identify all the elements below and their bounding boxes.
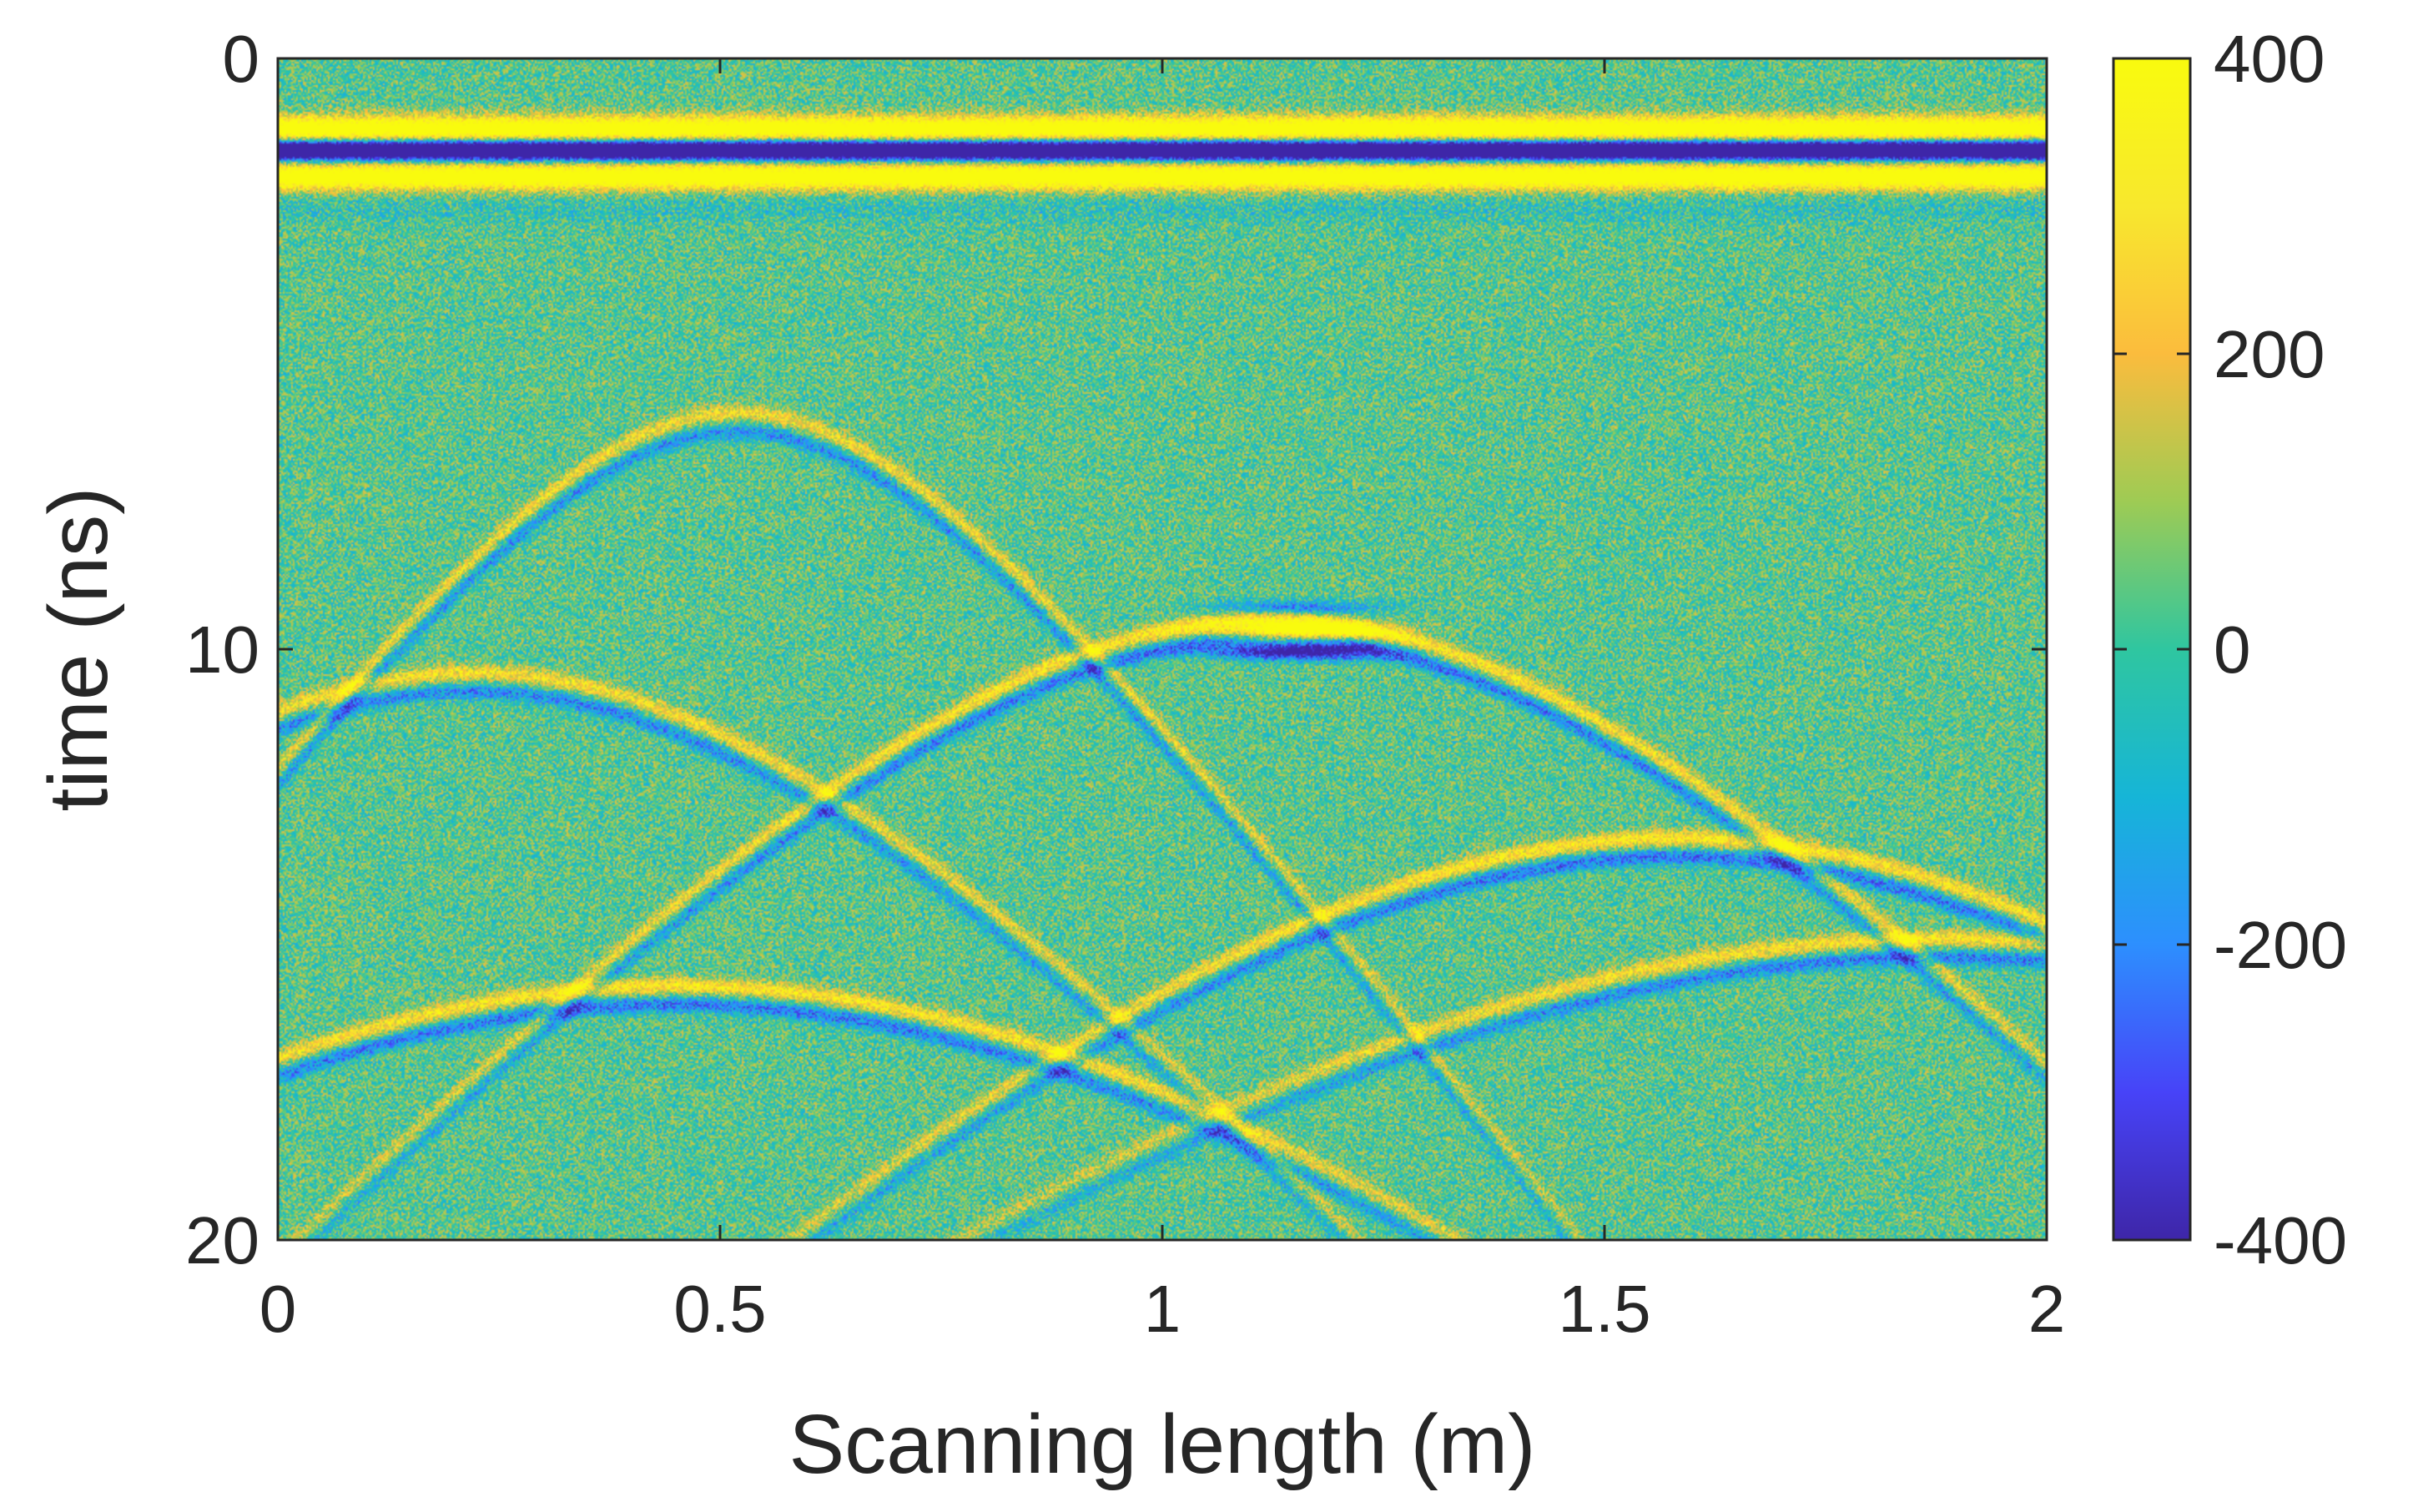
y-tick-label: 20 bbox=[185, 1203, 259, 1278]
colorbar-tick-label: 200 bbox=[2214, 317, 2325, 391]
colorbar-axis: 400 200 0 -200 -400 bbox=[2113, 22, 2347, 1278]
colorbar-tick-label: 400 bbox=[2214, 22, 2325, 96]
y-axis-title: time (ns) bbox=[32, 487, 125, 812]
heatmap-plot-area-container bbox=[278, 58, 2047, 1240]
y-axis: 0 10 20 bbox=[185, 22, 2047, 1278]
y-tick-label: 10 bbox=[185, 612, 259, 687]
x-tick-label: 1.5 bbox=[1558, 1272, 1650, 1346]
x-tick-label: 2 bbox=[2028, 1272, 2066, 1346]
x-tick-label: 0 bbox=[259, 1272, 297, 1346]
x-axis-title: Scanning length (m) bbox=[789, 1398, 1536, 1491]
x-tick-label: 1 bbox=[1144, 1272, 1181, 1346]
x-tick-label: 0.5 bbox=[673, 1272, 766, 1346]
y-tick-label: 0 bbox=[223, 22, 260, 96]
colorbar-tick-label: -400 bbox=[2214, 1203, 2347, 1278]
colorbar-tick-label: 0 bbox=[2214, 612, 2251, 687]
heatmap-canvas bbox=[278, 58, 2047, 1240]
x-axis: 0 0.5 1 1.5 2 bbox=[259, 58, 2066, 1346]
colorbar-tick-label: -200 bbox=[2214, 908, 2347, 982]
